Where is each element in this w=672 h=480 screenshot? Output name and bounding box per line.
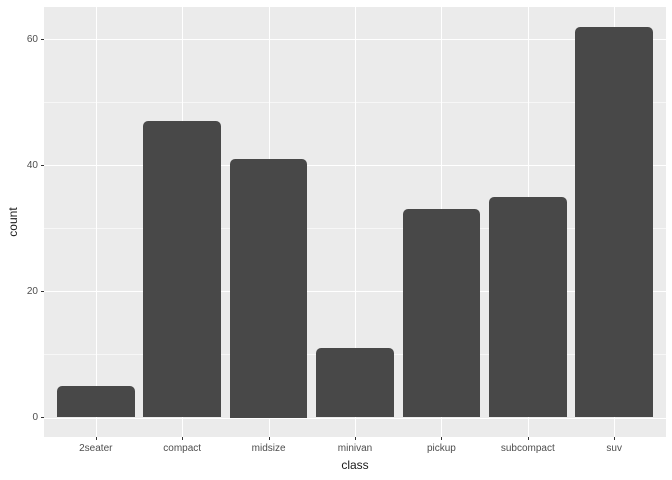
x-tick — [527, 437, 529, 440]
y-tick-label: 60 — [26, 33, 38, 45]
y-tick — [41, 164, 44, 166]
x-tick — [614, 437, 616, 440]
bar-pickup — [402, 209, 481, 418]
x-tick — [182, 437, 184, 440]
x-tick-label-2seater: 2seater — [79, 443, 113, 454]
bar-minivan — [316, 348, 394, 418]
bar-2seater — [57, 385, 135, 418]
y-axis-title: count — [6, 207, 20, 237]
x-tick — [268, 437, 270, 440]
x-tick-label-minivan: minivan — [337, 443, 373, 454]
x-tick-label-suv: suv — [606, 443, 622, 454]
bar-compact — [143, 121, 222, 418]
y-tick-label: 20 — [26, 285, 38, 297]
y-tick — [41, 417, 44, 418]
x-tick-label-pickup: pickup — [426, 443, 456, 454]
x-tick-label-subcompact: subcompact — [500, 443, 555, 454]
gridline-x-minivan — [355, 7, 356, 437]
y-tick — [41, 38, 44, 40]
x-tick — [355, 437, 356, 440]
plot-panel — [44, 7, 666, 437]
bar-subcompact — [488, 196, 567, 418]
y-tick — [41, 290, 44, 292]
x-axis-title: class — [341, 458, 369, 472]
bar-midsize — [229, 159, 308, 418]
gridline-x-2seater — [95, 7, 97, 437]
x-tick-label-midsize: midsize — [251, 443, 286, 454]
x-tick — [441, 437, 443, 440]
y-tick-label: 40 — [26, 159, 38, 171]
x-tick — [95, 437, 97, 440]
y-tick-label: 0 — [32, 412, 38, 423]
x-tick-label-compact: compact — [163, 443, 202, 454]
bar-suv — [575, 26, 654, 418]
